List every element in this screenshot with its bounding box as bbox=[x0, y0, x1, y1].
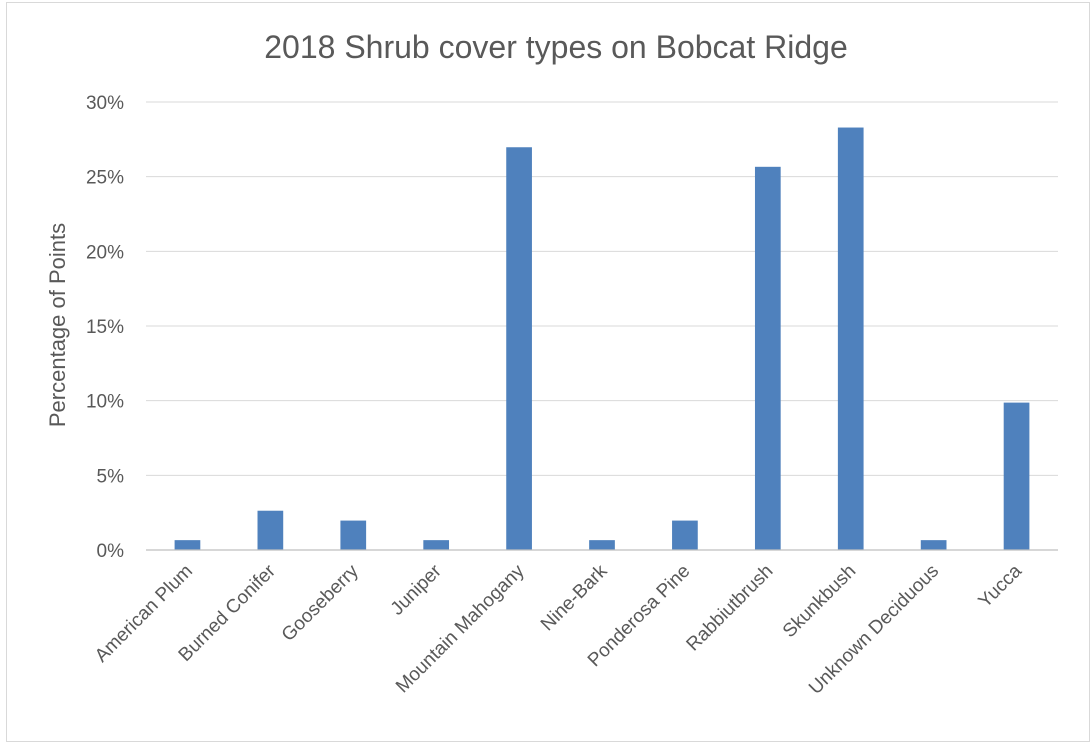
bar bbox=[506, 147, 532, 551]
bar bbox=[837, 127, 864, 550]
chart-title: 2018 Shrub cover types on Bobcat Ridge bbox=[264, 29, 847, 65]
x-tick-label: Rabbiutbrush bbox=[683, 561, 778, 656]
bar bbox=[257, 510, 284, 550]
y-tick-labels: 0% 5% 10% 15% 20% 25% 30% bbox=[86, 93, 124, 562]
y-tick-label: 25% bbox=[86, 168, 124, 189]
bars bbox=[174, 127, 1030, 551]
chart-frame bbox=[6, 2, 1090, 742]
bar bbox=[174, 540, 201, 550]
y-tick-label: 5% bbox=[97, 466, 125, 487]
bar bbox=[672, 520, 698, 550]
x-tick-label: Juniper bbox=[387, 560, 446, 619]
y-tick-label: 15% bbox=[86, 317, 124, 338]
bar bbox=[423, 540, 450, 550]
x-tick-label: Gooseberry bbox=[278, 560, 363, 645]
bar bbox=[1003, 402, 1030, 550]
y-tick-label: 10% bbox=[86, 392, 124, 413]
bar bbox=[340, 520, 367, 550]
y-tick-label: 20% bbox=[86, 242, 124, 263]
x-tick-label: Nine-Bark bbox=[537, 560, 612, 635]
x-tick-label: Yucca bbox=[975, 560, 1027, 612]
y-axis-label: Percentage of Points bbox=[45, 223, 70, 427]
bar bbox=[589, 540, 615, 550]
x-tick-label: Skunkbush bbox=[779, 561, 860, 642]
y-tick-label: 0% bbox=[97, 541, 125, 562]
bar bbox=[920, 540, 947, 550]
bar bbox=[754, 166, 781, 550]
y-tick-label: 30% bbox=[86, 93, 124, 114]
gridlines bbox=[146, 101, 1058, 476]
